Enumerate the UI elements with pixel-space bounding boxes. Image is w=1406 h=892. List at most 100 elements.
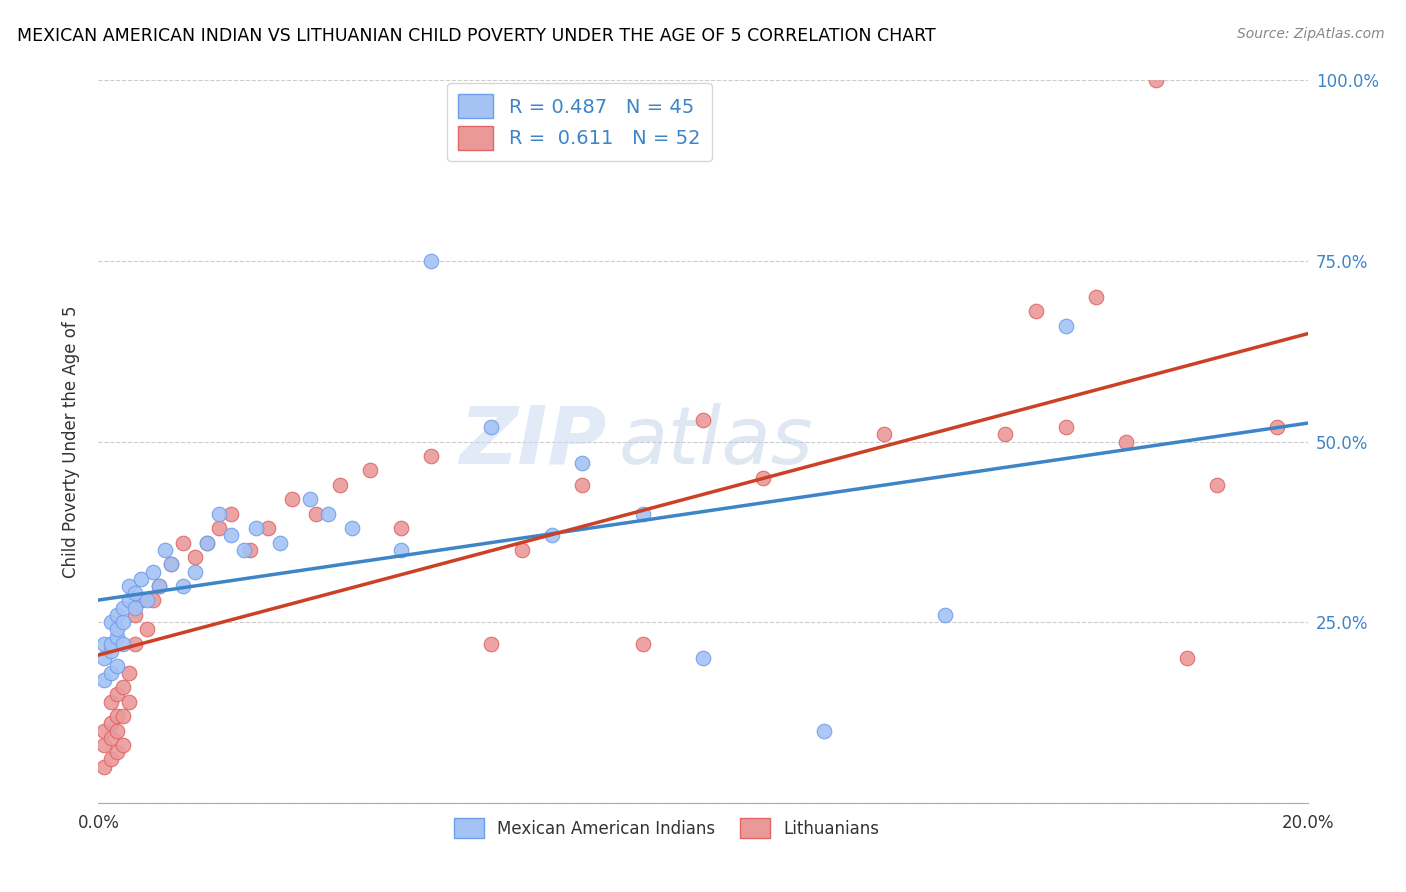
Point	[239, 542, 262, 557]
Point	[813, 723, 835, 738]
Point	[142, 565, 165, 579]
Point	[360, 463, 382, 477]
Point	[1024, 304, 1046, 318]
Point	[1115, 434, 1137, 449]
Point	[172, 535, 194, 549]
Point	[93, 738, 115, 752]
Point	[1085, 290, 1108, 304]
Point	[129, 593, 152, 607]
Point	[281, 492, 304, 507]
Point	[221, 528, 243, 542]
Point	[118, 665, 141, 680]
Text: Source: ZipAtlas.com: Source: ZipAtlas.com	[1237, 27, 1385, 41]
Point	[93, 673, 115, 687]
Point	[1054, 318, 1077, 333]
Point	[329, 478, 352, 492]
Point	[111, 637, 134, 651]
Point	[105, 630, 128, 644]
Point	[994, 427, 1017, 442]
Point	[481, 420, 503, 434]
Point	[160, 558, 183, 572]
Point	[389, 542, 412, 557]
Point	[93, 723, 115, 738]
Point	[105, 709, 128, 723]
Point	[195, 535, 218, 549]
Point	[111, 709, 134, 723]
Point	[100, 615, 122, 630]
Point	[269, 535, 291, 549]
Point	[124, 600, 146, 615]
Text: MEXICAN AMERICAN INDIAN VS LITHUANIAN CHILD POVERTY UNDER THE AGE OF 5 CORRELATI: MEXICAN AMERICAN INDIAN VS LITHUANIAN CH…	[17, 27, 935, 45]
Point	[299, 492, 322, 507]
Point	[118, 593, 141, 607]
Point	[631, 637, 654, 651]
Text: atlas: atlas	[619, 402, 813, 481]
Point	[692, 651, 714, 665]
Point	[571, 478, 593, 492]
Point	[100, 637, 122, 651]
Point	[481, 637, 503, 651]
Point	[148, 579, 170, 593]
Point	[93, 651, 115, 665]
Point	[1267, 420, 1289, 434]
Point	[420, 253, 443, 268]
Point	[510, 542, 533, 557]
Point	[873, 427, 896, 442]
Point	[184, 550, 207, 565]
Point	[111, 600, 134, 615]
Point	[111, 615, 134, 630]
Point	[305, 507, 328, 521]
Point	[1054, 420, 1077, 434]
Point	[124, 607, 146, 622]
Point	[752, 470, 775, 484]
Point	[389, 521, 412, 535]
Point	[105, 745, 128, 759]
Point	[93, 637, 115, 651]
Point	[100, 731, 122, 745]
Point	[105, 723, 128, 738]
Point	[172, 579, 194, 593]
Point	[105, 658, 128, 673]
Point	[221, 507, 243, 521]
Point	[1144, 73, 1167, 87]
Point	[232, 542, 254, 557]
Point	[692, 413, 714, 427]
Point	[124, 586, 146, 600]
Point	[100, 752, 122, 766]
Point	[135, 623, 157, 637]
Point	[118, 695, 141, 709]
Point	[420, 449, 443, 463]
Point	[100, 665, 122, 680]
Point	[142, 593, 165, 607]
Point	[160, 558, 183, 572]
Point	[540, 528, 562, 542]
Point	[111, 738, 134, 752]
Point	[93, 760, 115, 774]
Point	[135, 593, 157, 607]
Point	[208, 521, 231, 535]
Point	[100, 716, 122, 731]
Point	[256, 521, 278, 535]
Point	[124, 637, 146, 651]
Point	[631, 507, 654, 521]
Point	[111, 680, 134, 694]
Point	[118, 579, 141, 593]
Point	[105, 687, 128, 701]
Point	[208, 507, 231, 521]
Point	[1206, 478, 1229, 492]
Point	[153, 542, 176, 557]
Point	[571, 456, 593, 470]
Point	[148, 579, 170, 593]
Point	[342, 521, 364, 535]
Point	[1175, 651, 1198, 665]
Point	[316, 507, 339, 521]
Point	[195, 535, 218, 549]
Point	[184, 565, 207, 579]
Point	[129, 572, 152, 586]
Point	[934, 607, 956, 622]
Point	[100, 695, 122, 709]
Point	[105, 607, 128, 622]
Legend: Mexican American Indians, Lithuanians: Mexican American Indians, Lithuanians	[447, 812, 886, 845]
Y-axis label: Child Poverty Under the Age of 5: Child Poverty Under the Age of 5	[62, 305, 80, 578]
Point	[105, 623, 128, 637]
